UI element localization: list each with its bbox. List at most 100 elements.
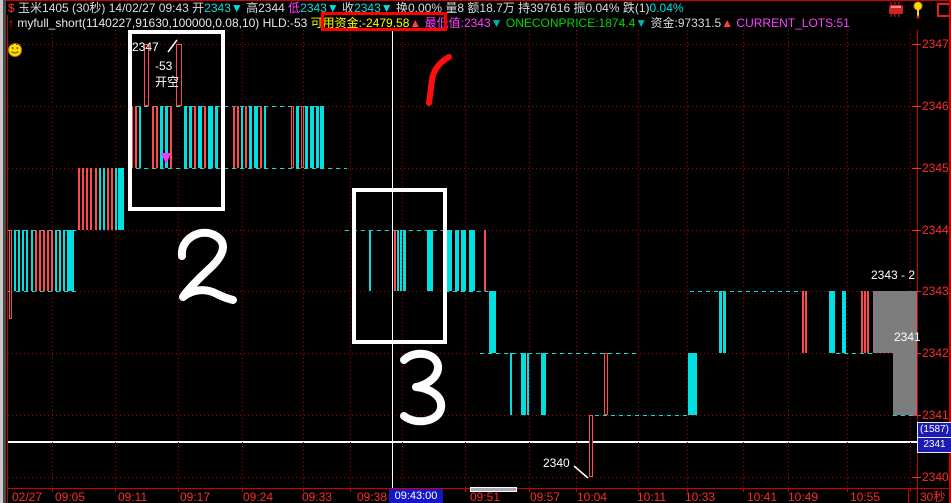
candle-bar — [144, 44, 149, 106]
candle-bar — [14, 229, 16, 292]
candle-bar — [291, 105, 294, 168]
level-line — [690, 291, 800, 293]
candle-bar — [103, 167, 105, 230]
candle-bar — [90, 167, 92, 230]
instrument-title: 玉米1405 (30秒) — [18, 1, 109, 15]
price-tick — [912, 44, 921, 45]
candle-bar — [805, 291, 807, 354]
candle-bar — [26, 229, 28, 292]
header-field: 2343▼ — [354, 1, 393, 15]
time-tick — [52, 488, 53, 492]
time-tick — [847, 488, 848, 492]
header-field: ▼ — [635, 16, 648, 30]
candle-bar — [47, 229, 49, 292]
price-axis-label: 2342 — [922, 346, 949, 361]
time-tick — [788, 488, 789, 492]
chart-annotation-text: 2340 — [543, 456, 570, 470]
level-line — [8, 291, 76, 293]
header-field: 振 — [570, 1, 586, 15]
candle-bar — [99, 167, 101, 230]
header-field: 0.04% — [649, 1, 684, 15]
time-tick — [303, 488, 304, 492]
candle-bar — [604, 353, 608, 416]
header-field: 持 — [514, 1, 531, 15]
candle-bar — [22, 229, 24, 292]
candle-bar — [176, 44, 182, 106]
cursor-time-label: 09:43:00 — [389, 489, 443, 503]
candle-bar — [165, 105, 168, 168]
h-gridline — [8, 167, 917, 169]
header-field: ▲ — [409, 16, 422, 30]
candle-bar — [160, 105, 163, 168]
candle-bar — [39, 229, 41, 292]
candle-bar — [152, 105, 154, 168]
candle-bar — [35, 229, 37, 292]
candle-bar — [55, 229, 57, 292]
candle-bar — [802, 291, 804, 354]
candle-bar — [397, 229, 399, 292]
chart-annotation-text: 2347 — [132, 40, 159, 54]
price-axis-label: 2345 — [922, 160, 949, 175]
candle-bar — [484, 229, 486, 292]
time-tick — [529, 488, 530, 492]
formula-name: myfull_short(1140227,91630,100000,0.08,1… — [17, 16, 263, 30]
price-axis-label: 2340 — [922, 469, 949, 484]
time-tick — [350, 488, 351, 492]
candle-bar — [170, 105, 172, 168]
candle-bar — [394, 229, 396, 292]
price-axis-line — [917, 30, 918, 503]
candle-bar — [82, 167, 84, 230]
time-tick — [743, 488, 744, 492]
funds-value: 资金:97331.5 — [647, 16, 722, 30]
chart-annotation-text: 2343 - 2 — [871, 268, 916, 282]
candle-bar — [63, 229, 65, 292]
candle-bar — [723, 291, 726, 354]
position-range-box — [873, 291, 917, 354]
onecon-price: ONECONPRICE:1874.4 — [502, 16, 636, 30]
symbol-icon: $ — [8, 1, 19, 15]
chart-left-border — [7, 15, 8, 503]
candle-bar — [369, 229, 371, 292]
time-axis-label: 10:49 — [788, 490, 819, 503]
crosshair-line — [392, 30, 393, 488]
candle-bar — [829, 291, 835, 354]
header-field: 收 — [338, 1, 355, 15]
price-axis-label: 2343 — [922, 284, 949, 299]
time-tick — [465, 488, 466, 492]
candle-bar — [861, 291, 863, 354]
v-gridline — [576, 30, 577, 488]
time-axis-label: 09:57 — [530, 490, 561, 503]
header-field: 开 — [192, 1, 205, 15]
candle-bar — [184, 105, 187, 168]
time-tick — [576, 488, 577, 492]
v-gridline — [402, 30, 403, 488]
time-tick — [242, 488, 243, 492]
window-edge-shadow — [3, 0, 6, 503]
v-gridline — [910, 30, 911, 488]
v-gridline — [847, 30, 848, 488]
candle-bar — [867, 291, 869, 354]
time-tick — [910, 488, 911, 492]
candle-bar — [194, 105, 196, 168]
v-gridline — [743, 30, 744, 488]
cursor-volume-readout: (1587) — [917, 422, 951, 438]
header-field: 2343▼ — [300, 1, 339, 15]
current-lots: CURRENT_LOTS:51 — [733, 16, 850, 30]
candle-bar — [156, 105, 158, 168]
candle-bar — [18, 229, 20, 292]
chart-annotation-text: -53 — [155, 59, 173, 73]
h-scrollbar-thumb[interactable] — [470, 487, 517, 492]
candle-bar — [455, 229, 459, 292]
time-axis-label: 02/27 — [12, 490, 43, 503]
candle-bar — [9, 229, 12, 320]
price-axis-label: 2344 — [922, 222, 949, 237]
level-line — [128, 105, 325, 107]
candle-bar — [400, 229, 402, 292]
header-field: 18.7万 — [479, 1, 515, 15]
header-row2: ↑ myfull_short(1140227,91630,100000,0.08… — [8, 16, 850, 31]
level-line — [480, 353, 640, 355]
cursor-price-readout: 2341 — [917, 437, 951, 453]
candle-bar — [842, 291, 846, 354]
price-tick — [912, 476, 921, 478]
